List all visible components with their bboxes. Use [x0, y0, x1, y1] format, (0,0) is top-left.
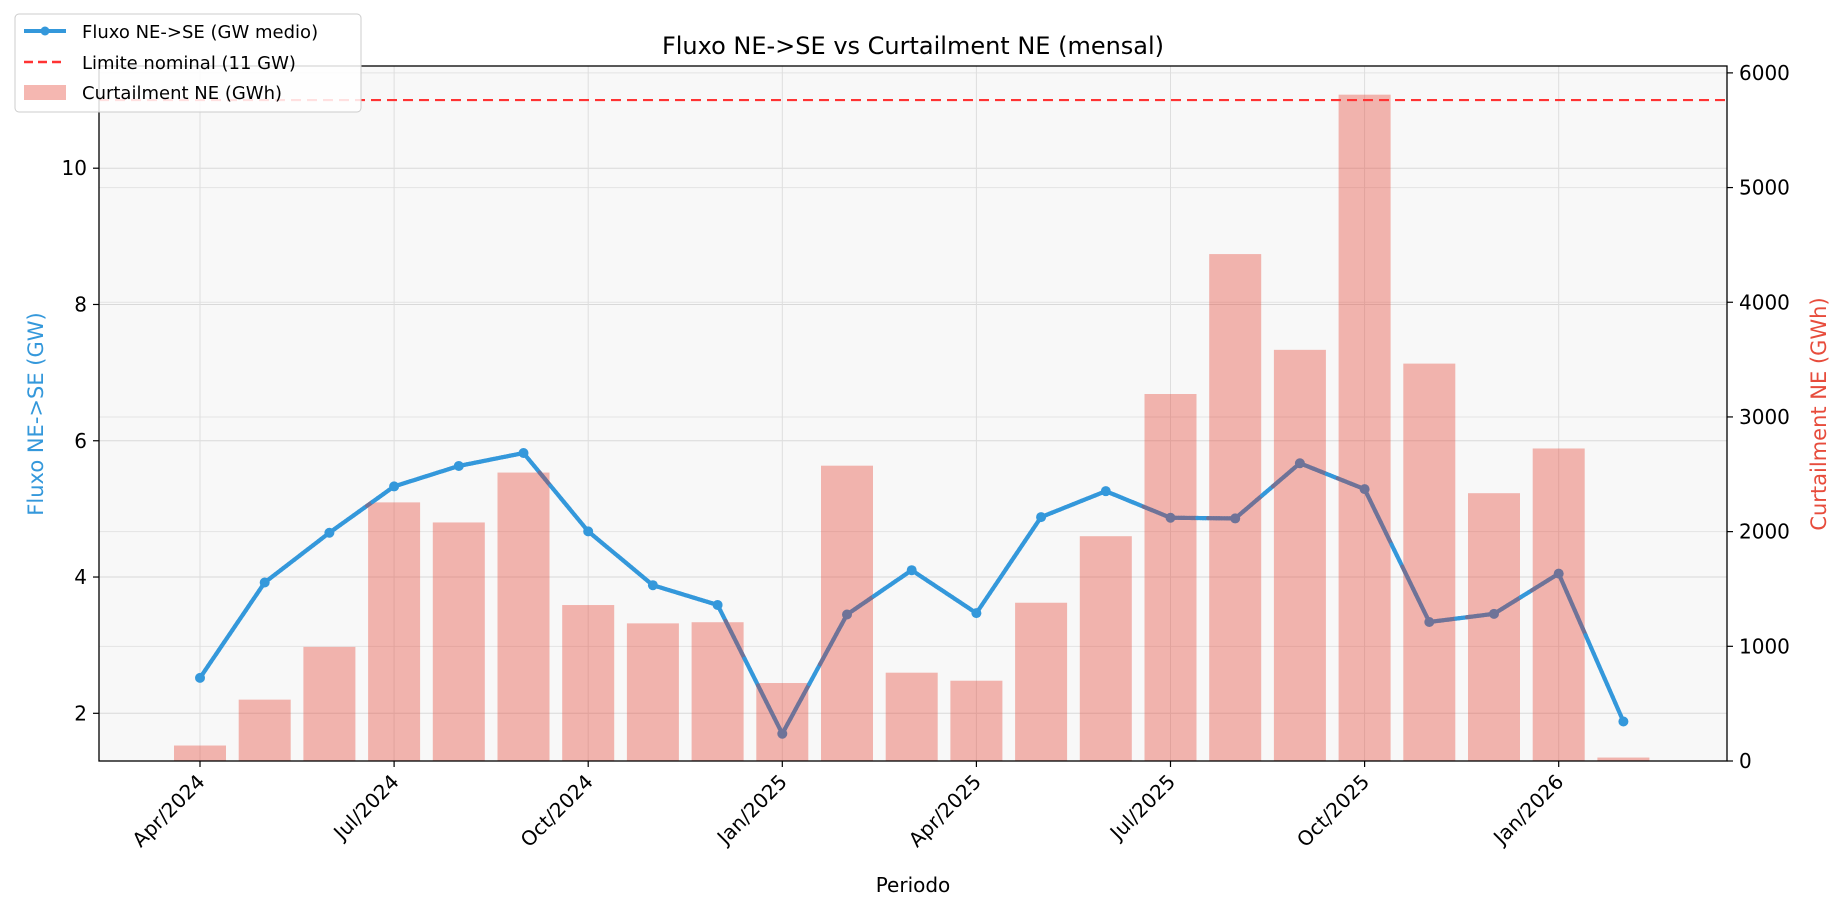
legend-limit-label: Limite nominal (11 GW) — [82, 53, 296, 74]
flux-point — [1230, 513, 1241, 524]
flux-point — [324, 527, 335, 538]
curtailment-bar — [432, 522, 485, 761]
left-tick-label: 10 — [62, 156, 87, 180]
flux-point — [389, 481, 400, 492]
curtailment-bar — [1597, 757, 1650, 761]
x-tick-label: Jan/2025 — [711, 770, 792, 851]
flux-point — [971, 608, 982, 619]
curtailment-bar — [497, 472, 550, 761]
right-axis: 0 1000 2000 3000 4000 5000 6000 — [1727, 61, 1790, 773]
flux-point — [1294, 458, 1305, 469]
flux-point — [842, 609, 852, 620]
curtailment-bar — [1273, 349, 1326, 761]
grid — [99, 66, 1727, 762]
flux-point — [906, 565, 917, 576]
bars-layer — [174, 94, 1650, 761]
left-tick-label: 8 — [74, 292, 87, 316]
left-tick-label: 2 — [74, 701, 87, 725]
curtailment-bar — [1338, 94, 1391, 761]
chart-title: Fluxo NE->SE vs Curtailment NE (mensal) — [662, 32, 1164, 60]
legend-curtailment-swatch — [24, 85, 66, 100]
right-tick-label: 1000 — [1739, 634, 1790, 658]
legend-flux-label: Fluxo NE->SE (GW medio) — [82, 22, 318, 43]
flux-point — [1165, 512, 1176, 523]
left-tick-label: 4 — [74, 565, 87, 589]
flux-line-layer — [195, 448, 1629, 739]
right-axis-label: Curtailment NE (GWh) — [1807, 297, 1831, 530]
plot-background — [99, 66, 1727, 761]
flux-point — [1553, 568, 1564, 579]
curtailment-bar — [1079, 536, 1132, 761]
curtailment-bar — [1015, 602, 1068, 761]
curtailment-bar — [562, 605, 615, 761]
curtailment-bar — [1209, 254, 1262, 761]
legend-box — [14, 13, 362, 113]
x-tick-label: Oct/2025 — [1292, 770, 1374, 852]
curtailment-bar — [368, 502, 421, 761]
flux-point — [518, 448, 529, 459]
curtailment-bar — [174, 745, 226, 761]
flux-point — [259, 577, 270, 588]
curtailment-bar — [626, 623, 679, 761]
legend-curtailment-label: Curtailment NE (GWh) — [82, 83, 282, 104]
flux-point — [1618, 716, 1629, 727]
left-tick-label: 6 — [74, 429, 87, 453]
flux-point — [1424, 617, 1435, 627]
right-tick-label: 6000 — [1739, 61, 1790, 85]
x-tick-label: Jan/2026 — [1487, 770, 1568, 851]
x-tick-label: Apr/2025 — [904, 770, 986, 852]
x-axis-label: Periodo — [876, 873, 951, 897]
curtailment-bar — [1144, 394, 1197, 761]
x-tick-label: Jul/2025 — [1104, 770, 1180, 846]
x-axis: Apr/2024 Jul/2024 Oct/2024 Jan/2025 Apr/2025… — [127, 761, 1568, 852]
curtailment-bar — [950, 680, 1003, 761]
right-tick-label: 5000 — [1739, 176, 1790, 200]
flux-point — [647, 580, 658, 591]
flux-point — [712, 599, 723, 610]
right-tick-label: 3000 — [1739, 405, 1790, 429]
right-tick-label: 4000 — [1739, 290, 1790, 314]
curtailment-bar — [1468, 493, 1520, 761]
curtailment-bar — [1403, 363, 1456, 761]
x-tick-label: Oct/2024 — [516, 770, 598, 852]
flux-point — [1100, 486, 1111, 497]
curtailment-bar — [1532, 448, 1585, 761]
left-axis: 2 4 6 8 10 — [62, 156, 99, 725]
flux-point — [583, 526, 594, 537]
curtailment-bar — [885, 672, 938, 761]
flux-point — [1359, 484, 1370, 495]
right-tick-label: 2000 — [1739, 520, 1790, 544]
x-tick-label: Apr/2024 — [127, 770, 209, 852]
curtailment-bar — [691, 622, 744, 761]
left-axis-label: Fluxo NE->SE (GW) — [24, 312, 48, 515]
x-tick-label: Jul/2024 — [327, 770, 403, 846]
right-tick-label: 0 — [1739, 749, 1752, 773]
legend: Fluxo NE->SE (GW medio) Limite nominal (… — [14, 13, 362, 113]
curtailment-bar — [303, 646, 356, 761]
flux-point — [1489, 608, 1499, 619]
curtailment-bar — [238, 699, 291, 761]
flux-point — [195, 672, 205, 683]
plot-frame — [98, 65, 1728, 762]
legend-flux-marker — [40, 26, 50, 36]
flux-point — [777, 728, 788, 739]
flux-point — [1036, 512, 1047, 523]
flux-point — [453, 460, 464, 471]
